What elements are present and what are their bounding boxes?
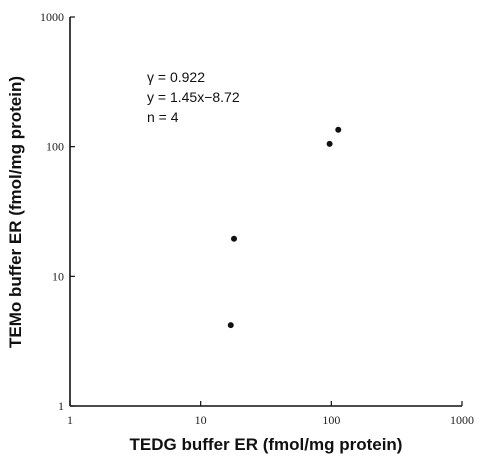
data-point <box>326 140 333 147</box>
x-tick-label: 10 <box>195 413 207 427</box>
x-tick-label: 1000 <box>450 413 474 427</box>
y-axis-title: TEMo buffer ER (fmol/mg protein) <box>6 76 25 348</box>
x-tick-label: 100 <box>322 413 340 427</box>
annotation-n: n = 4 <box>147 109 179 125</box>
y-tick-label: 10 <box>52 269 64 283</box>
annotation-r: γ = 0.922 <box>147 69 205 85</box>
y-ticks: 1 10 100 1000 <box>40 10 75 413</box>
x-tick-label: 1 <box>67 413 73 427</box>
x-ticks: 1 10 100 1000 <box>67 401 474 427</box>
data-point <box>335 126 342 133</box>
axes <box>69 17 462 407</box>
annotation-equation: y = 1.45x−8.72 <box>147 89 240 105</box>
data-point <box>231 235 238 242</box>
data-point <box>227 322 234 329</box>
y-tick-label: 100 <box>46 140 64 154</box>
y-tick-label: 1000 <box>40 10 64 24</box>
y-tick-label: 1 <box>58 399 64 413</box>
x-axis-title: TEDG buffer ER (fmol/mg protein) <box>130 435 403 454</box>
data-points <box>227 126 342 329</box>
